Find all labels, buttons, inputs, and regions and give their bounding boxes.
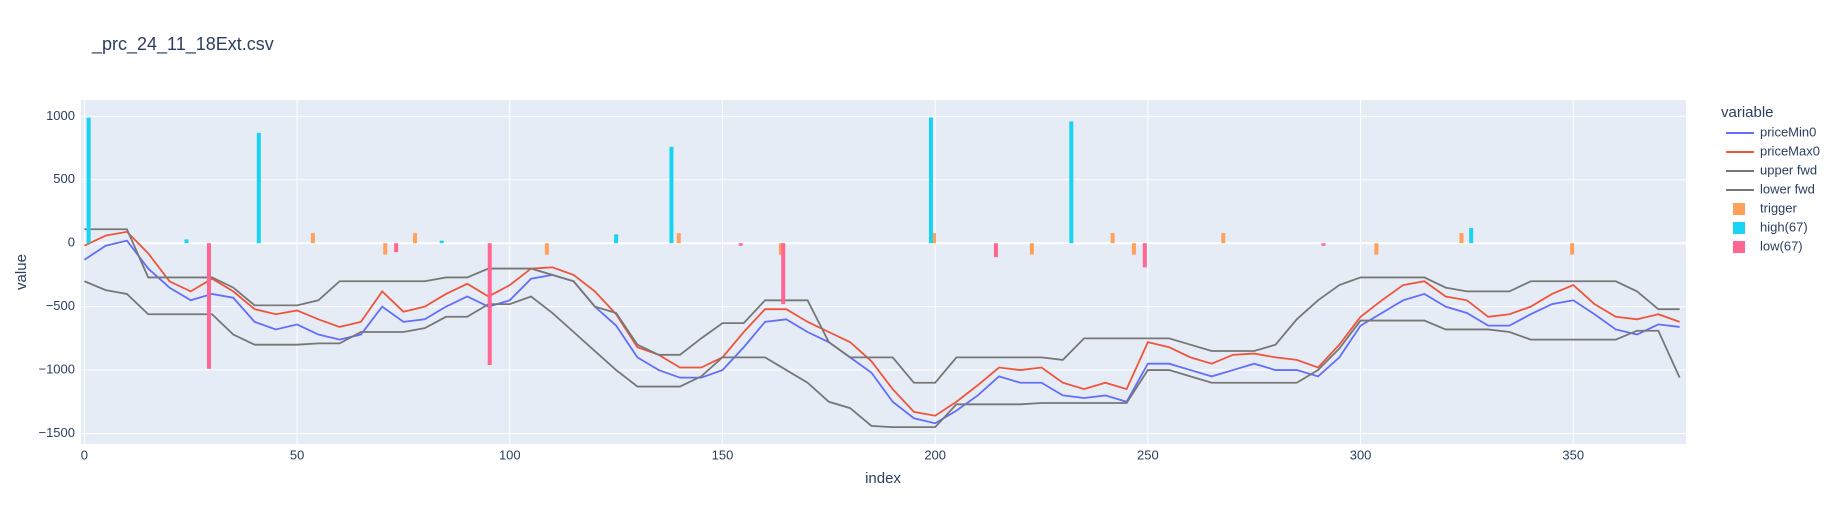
- bar: [487, 243, 492, 365]
- x-tick-label: 350: [1562, 447, 1584, 462]
- bar: [928, 117, 933, 244]
- bar: [993, 243, 998, 258]
- grid: [81, 100, 1686, 444]
- y-tick-label: −1000: [38, 361, 75, 376]
- bar: [1374, 243, 1379, 255]
- legend-label: high(67): [1760, 219, 1808, 234]
- bar: [676, 233, 681, 244]
- legend-label: trigger: [1760, 200, 1798, 215]
- y-tick-label: 500: [53, 171, 75, 186]
- y-tick-label: −500: [46, 298, 75, 313]
- legend: priceMin0 priceMax0 upper fwd lower fwd trig…: [1726, 124, 1820, 253]
- x-tick-label: 200: [924, 447, 946, 462]
- legend-label: priceMax0: [1760, 143, 1820, 158]
- x-tick-label: 50: [290, 447, 304, 462]
- bar: [1142, 243, 1147, 268]
- bar: [413, 233, 418, 244]
- bar: [1110, 233, 1115, 244]
- bar: [86, 117, 91, 244]
- bar: [1321, 243, 1326, 246]
- bar: [1459, 233, 1464, 244]
- bar: [394, 243, 399, 253]
- line-series: [84, 280, 1681, 429]
- marks: [83, 117, 1681, 429]
- bar: [931, 233, 936, 244]
- bar: [778, 243, 783, 255]
- x-axis-title: index: [865, 470, 901, 487]
- line-series: [84, 230, 1680, 417]
- x-tick-label: 300: [1350, 447, 1372, 462]
- plot-area: [81, 100, 1686, 444]
- bar: [738, 243, 743, 246]
- bar: [544, 243, 549, 255]
- bar: [1221, 233, 1226, 244]
- chart-title: _prc_24_11_18Ext.csv: [91, 34, 274, 55]
- bar: [669, 146, 674, 244]
- x-tick-label: 150: [712, 447, 734, 462]
- bar: [439, 240, 444, 244]
- legend-label: lower fwd: [1760, 181, 1815, 196]
- bar: [1469, 227, 1474, 244]
- x-tick-label: 0: [81, 447, 88, 462]
- legend-swatch: [1733, 203, 1745, 215]
- x-tick-label: 250: [1137, 447, 1159, 462]
- bar: [1570, 243, 1575, 255]
- bar: [310, 233, 315, 244]
- bar: [1131, 243, 1136, 255]
- bar: [1029, 243, 1034, 255]
- bar: [184, 239, 189, 244]
- bar: [383, 243, 388, 255]
- bar: [1069, 121, 1074, 244]
- y-tick-label: 0: [68, 235, 75, 250]
- legend-swatch: [1733, 241, 1745, 253]
- legend-label: low(67): [1760, 238, 1803, 253]
- y-tick-label: 1000: [46, 108, 75, 123]
- bar: [206, 243, 211, 369]
- line-series: [84, 228, 1680, 384]
- y-axis-title: value: [13, 254, 30, 290]
- bar: [256, 132, 261, 244]
- legend-swatch: [1733, 222, 1745, 234]
- legend-label: priceMin0: [1760, 124, 1816, 139]
- legend-label: upper fwd: [1760, 162, 1817, 177]
- bar: [781, 243, 786, 305]
- legend-title: variable: [1721, 104, 1774, 121]
- y-tick-label: −1500: [38, 425, 75, 440]
- bar: [614, 234, 619, 244]
- x-tick-label: 100: [499, 447, 521, 462]
